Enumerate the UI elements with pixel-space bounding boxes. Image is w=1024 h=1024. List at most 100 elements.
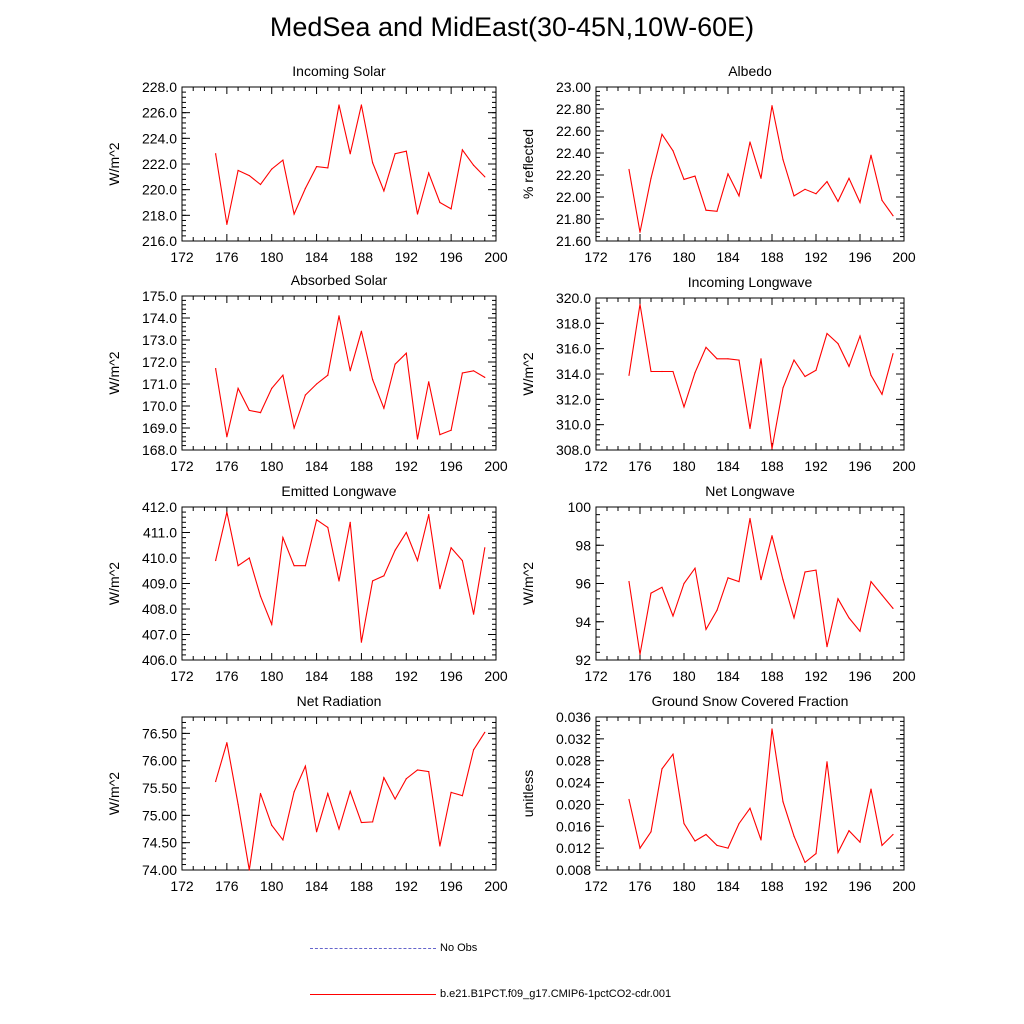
- data-point: [450, 791, 452, 794]
- data-point: [439, 201, 441, 204]
- data-point: [304, 394, 306, 396]
- x-tick-label: 176: [628, 458, 652, 474]
- data-point: [338, 104, 340, 106]
- data-point: [683, 822, 685, 825]
- data-point: [271, 824, 273, 826]
- data-point: [315, 519, 318, 521]
- data-point: [349, 153, 351, 155]
- y-tick-label: 0.016: [556, 818, 591, 834]
- x-tick-label: 200: [892, 458, 916, 474]
- data-point: [639, 653, 641, 655]
- y-tick-label: 76.50: [142, 725, 177, 741]
- data-point: [293, 791, 295, 793]
- x-tick-label: 188: [350, 249, 374, 265]
- x-tick-label: 192: [804, 878, 828, 894]
- data-point: [815, 369, 817, 371]
- data-point: [484, 176, 486, 178]
- data-point: [248, 869, 250, 871]
- data-point: [461, 795, 463, 797]
- x-tick-label: 184: [305, 668, 329, 684]
- x-tick-label: 188: [760, 878, 784, 894]
- data-point: [837, 343, 839, 345]
- data-point: [416, 559, 419, 562]
- data-point: [259, 412, 262, 414]
- data-point: [315, 165, 318, 168]
- x-tick-label: 192: [395, 249, 419, 265]
- data-point: [848, 365, 850, 367]
- data-point: [360, 104, 363, 106]
- y-tick-label: 22.00: [556, 189, 591, 205]
- data-point: [416, 769, 419, 771]
- legend-item-no-obs: No Obs: [310, 942, 477, 954]
- x-tick-label: 184: [305, 249, 329, 265]
- plot-frame: [595, 506, 905, 661]
- data-point: [881, 393, 883, 395]
- data-point: [282, 537, 284, 539]
- legend-label: No Obs: [440, 942, 478, 955]
- data-point: [282, 374, 284, 376]
- y-tick-label: 22.40: [556, 145, 591, 161]
- data-point: [271, 168, 273, 170]
- y-tick-label: 312.0: [556, 391, 591, 407]
- x-tick-label: 196: [848, 668, 872, 684]
- data-point: [738, 359, 740, 361]
- chart-panel: Net Radiation W/m^2 172 176 180 184 188 192 196 2…: [106, 693, 508, 894]
- y-tick-label: 21.60: [556, 233, 591, 249]
- legend-label: b.e21.B1PCT.f09_g17.CMIP6-1pctCO2-cdr.00…: [440, 988, 672, 1001]
- y-axis-label: W/m^2: [106, 142, 122, 185]
- data-point: [259, 792, 262, 795]
- data-point: [383, 190, 385, 192]
- data-point: [360, 821, 363, 824]
- data-point: [484, 376, 486, 378]
- data-point: [439, 845, 441, 847]
- data-point: [738, 580, 740, 583]
- y-tick-label: 174.0: [142, 310, 177, 326]
- data-point: [639, 303, 641, 305]
- data-point: [705, 346, 707, 348]
- data-point: [705, 833, 707, 836]
- data-point: [315, 831, 318, 833]
- panel-title: Ground Snow Covered Fraction: [652, 693, 849, 709]
- x-tick-label: 176: [215, 249, 239, 265]
- x-tick-label: 172: [170, 668, 194, 684]
- data-point: [826, 332, 828, 335]
- data-point: [360, 330, 363, 332]
- y-tick-label: 412.0: [142, 499, 177, 515]
- x-tick-label: 200: [892, 249, 916, 265]
- data-point: [716, 609, 718, 611]
- data-point: [461, 559, 463, 562]
- data-point: [881, 844, 883, 847]
- data-point: [782, 387, 784, 389]
- chart-panel: Incoming Solar W/m^2 172 176 180 184 188 192 196…: [106, 63, 508, 265]
- panel-title: Incoming Longwave: [688, 274, 813, 290]
- y-tick-label: 175.0: [142, 288, 177, 304]
- data-point: [694, 840, 696, 842]
- data-point: [628, 580, 630, 583]
- y-tick-label: 0.032: [556, 731, 591, 747]
- data-point: [650, 370, 652, 373]
- chart-panel: Absorbed Solar W/m^2 172 176 180 184 188 192 196…: [106, 272, 508, 474]
- series-line: [215, 315, 486, 440]
- data-point: [859, 841, 861, 843]
- data-point: [749, 807, 751, 809]
- panel-title: Albedo: [728, 63, 772, 79]
- data-point: [705, 209, 707, 211]
- data-point: [771, 105, 773, 107]
- data-point: [215, 153, 217, 155]
- data-point: [237, 565, 239, 567]
- data-point: [650, 177, 652, 179]
- x-tick-label: 172: [584, 668, 608, 684]
- x-tick-label: 184: [716, 458, 740, 474]
- data-point: [416, 213, 419, 215]
- y-tick-label: 410.0: [142, 550, 177, 566]
- data-point: [727, 173, 729, 175]
- data-point: [248, 557, 250, 559]
- data-point: [405, 531, 407, 534]
- data-point: [327, 526, 329, 529]
- data-point: [394, 798, 396, 800]
- data-point: [804, 375, 806, 378]
- data-point: [383, 575, 385, 577]
- data-point: [738, 822, 740, 825]
- y-tick-label: 310.0: [556, 417, 591, 433]
